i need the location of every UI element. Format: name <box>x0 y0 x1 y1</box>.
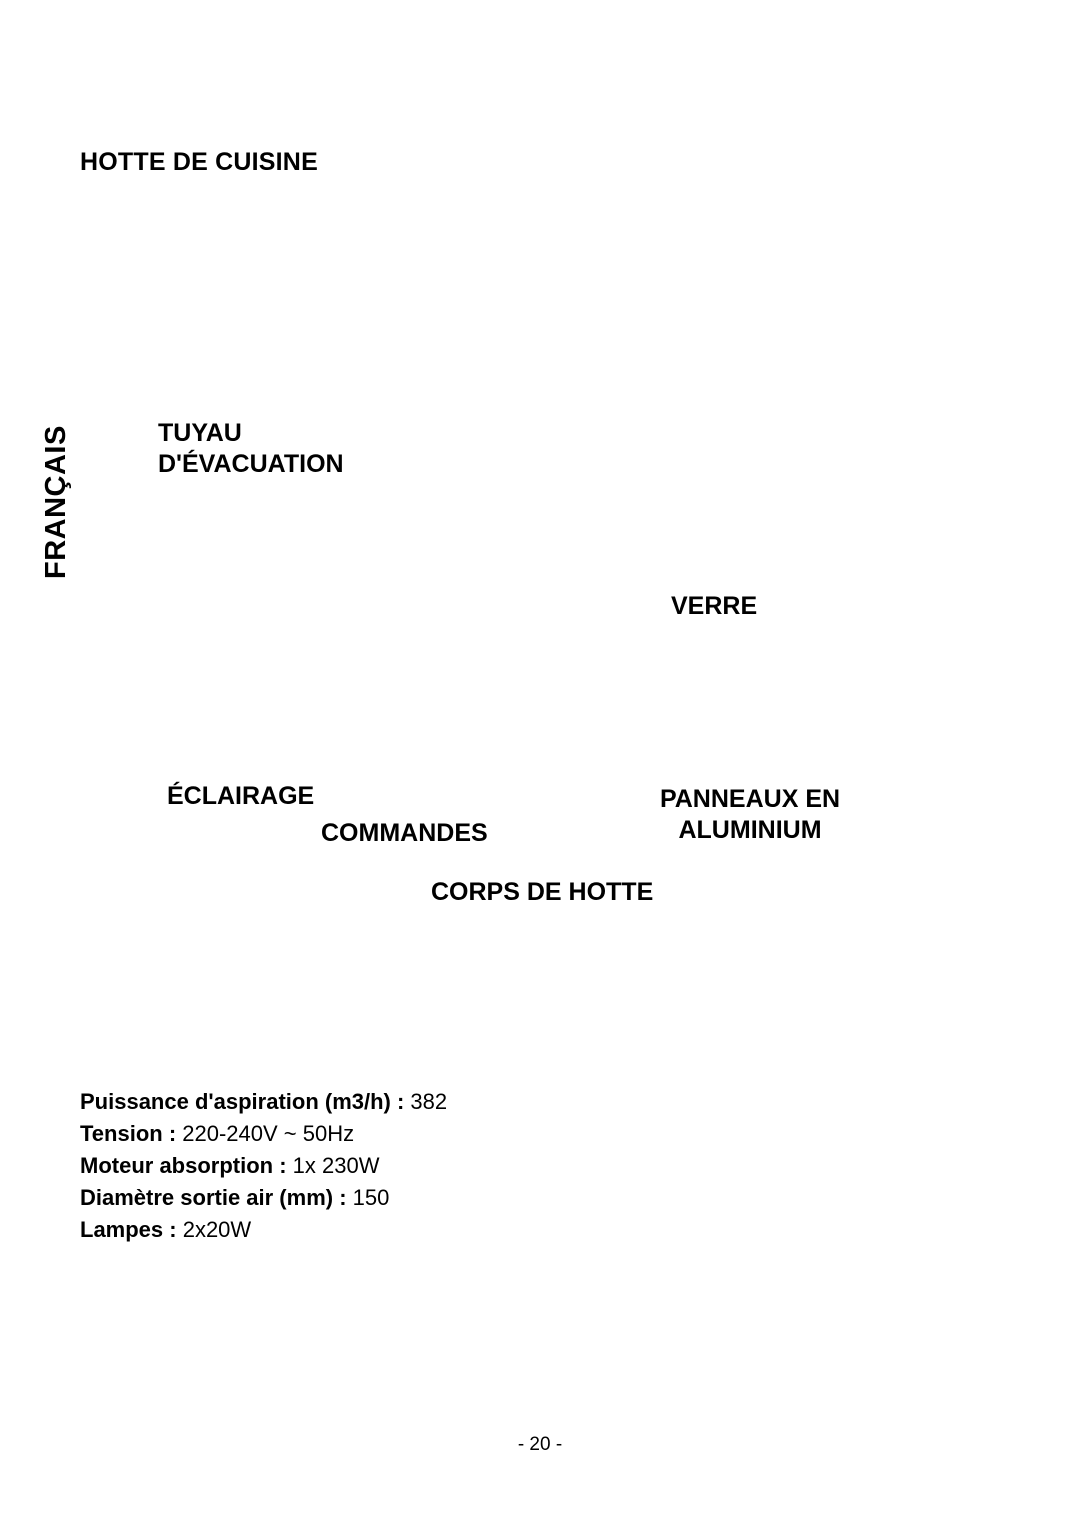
spec-row: Lampes : 2x20W <box>80 1214 447 1246</box>
spec-value: 220-240V ~ 50Hz <box>182 1121 354 1146</box>
spec-key: Lampes : <box>80 1217 183 1242</box>
document-page: HOTTE DE CUISINE FRANÇAIS TUYAU D'ÉVACUA… <box>0 0 1080 1514</box>
spec-key: Tension : <box>80 1121 182 1146</box>
label-panneaux-aluminium: PANNEAUX EN ALUMINIUM <box>640 784 860 847</box>
spec-value: 2x20W <box>183 1217 251 1242</box>
spec-row: Puissance d'aspiration (m3/h) : 382 <box>80 1086 447 1118</box>
label-commandes: COMMANDES <box>321 818 488 849</box>
label-tuyau-line1: TUYAU <box>158 418 344 449</box>
spec-row: Diamètre sortie air (mm) : 150 <box>80 1182 447 1214</box>
label-panneaux-line2: ALUMINIUM <box>640 815 860 846</box>
language-sidebar-label: FRANÇAIS <box>40 425 73 579</box>
spec-row: Moteur absorption : 1x 230W <box>80 1150 447 1182</box>
spec-key: Diamètre sortie air (mm) : <box>80 1185 353 1210</box>
label-panneaux-line1: PANNEAUX EN <box>640 784 860 815</box>
label-tuyau-evacuation: TUYAU D'ÉVACUATION <box>158 418 344 481</box>
spec-value: 1x 230W <box>293 1153 380 1178</box>
specifications-block: Puissance d'aspiration (m3/h) : 382 Tens… <box>80 1086 447 1245</box>
label-eclairage: ÉCLAIRAGE <box>167 781 314 812</box>
spec-row: Tension : 220-240V ~ 50Hz <box>80 1118 447 1150</box>
page-title: HOTTE DE CUISINE <box>80 148 318 177</box>
label-verre: VERRE <box>671 591 757 622</box>
spec-value: 150 <box>353 1185 390 1210</box>
spec-value: 382 <box>410 1089 447 1114</box>
spec-key: Puissance d'aspiration (m3/h) : <box>80 1089 410 1114</box>
spec-key: Moteur absorption : <box>80 1153 293 1178</box>
label-tuyau-line2: D'ÉVACUATION <box>158 449 344 480</box>
label-corps-de-hotte: CORPS DE HOTTE <box>431 877 653 908</box>
page-number: - 20 - <box>0 1434 1080 1456</box>
